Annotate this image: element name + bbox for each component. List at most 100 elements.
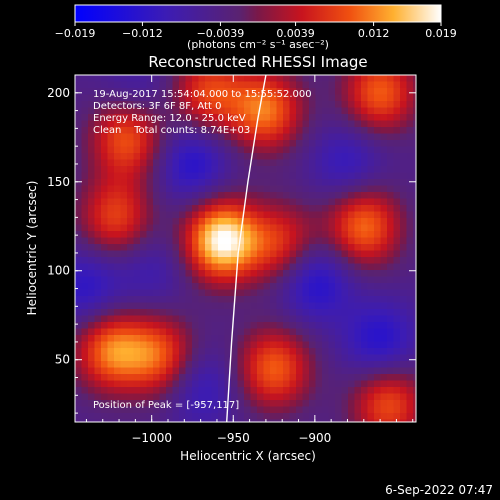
heatmap-cell — [302, 146, 310, 154]
heatmap-cell — [218, 296, 226, 304]
heatmap-cell — [140, 133, 148, 141]
heatmap-cell — [322, 354, 330, 362]
heatmap-cell — [94, 114, 102, 122]
heatmap-cell — [374, 387, 382, 395]
heatmap-cell — [88, 263, 96, 271]
heatmap-cell — [140, 146, 148, 154]
heatmap-cell — [133, 361, 141, 369]
heatmap-cell — [361, 387, 369, 395]
heatmap-cell — [198, 244, 206, 252]
heatmap-cell — [406, 348, 414, 356]
heatmap-cell — [374, 75, 382, 83]
heatmap-cell — [133, 88, 141, 96]
heatmap-cell — [198, 166, 206, 174]
heatmap-cell — [322, 224, 330, 232]
heatmap-cell — [322, 289, 330, 297]
heatmap-cell — [81, 101, 89, 109]
heatmap-cell — [309, 231, 317, 239]
heatmap-cell — [205, 341, 213, 349]
heatmap-cell — [133, 354, 141, 362]
heatmap-cell — [296, 283, 304, 291]
heatmap-cell — [270, 387, 278, 395]
heatmap-cell — [250, 257, 258, 265]
heatmap-cell — [75, 94, 83, 102]
heatmap-cell — [276, 335, 284, 343]
heatmap-cell — [348, 211, 356, 219]
heatmap-cell — [289, 393, 297, 401]
heatmap-cell — [133, 250, 141, 258]
heatmap-cell — [413, 185, 416, 193]
annotation-peak-position: Position of Peak = [-957,117] — [93, 400, 239, 411]
heatmap-cell — [198, 133, 206, 141]
heatmap-cell — [302, 153, 310, 161]
heatmap-cell — [322, 107, 330, 115]
heatmap-cell — [218, 374, 226, 382]
heatmap-cell — [348, 322, 356, 330]
heatmap-cell — [413, 257, 416, 265]
heatmap-cell — [153, 250, 161, 258]
heatmap-cell — [140, 413, 148, 421]
heatmap-cell — [361, 400, 369, 408]
heatmap-cell — [159, 218, 167, 226]
heatmap-cell — [192, 153, 200, 161]
heatmap-cell — [270, 159, 278, 167]
heatmap-cell — [192, 88, 200, 96]
heatmap-cell — [107, 81, 115, 89]
heatmap-cell — [322, 263, 330, 271]
heatmap-cell — [348, 218, 356, 226]
heatmap-cell — [309, 328, 317, 336]
heatmap-cell — [270, 88, 278, 96]
heatmap-cell — [276, 374, 284, 382]
heatmap-cell — [315, 283, 323, 291]
heatmap-cell — [341, 335, 349, 343]
heatmap-cell — [127, 140, 135, 148]
heatmap-cell — [75, 153, 83, 161]
heatmap-cell — [328, 289, 336, 297]
heatmap-cell — [88, 166, 96, 174]
heatmap-cell — [88, 283, 96, 291]
heatmap-cell — [289, 75, 297, 83]
heatmap-cell — [296, 101, 304, 109]
heatmap-cell — [276, 387, 284, 395]
heatmap-cell — [361, 354, 369, 362]
heatmap-cell — [283, 153, 291, 161]
heatmap-cell — [107, 322, 115, 330]
heatmap-cell — [302, 159, 310, 167]
heatmap-cell — [166, 127, 174, 135]
heatmap-cell — [263, 172, 271, 180]
heatmap-cell — [224, 153, 232, 161]
heatmap-cell — [224, 101, 232, 109]
heatmap-cell — [374, 328, 382, 336]
heatmap-cell — [114, 205, 122, 213]
heatmap-cell — [354, 81, 362, 89]
heatmap-cell — [88, 211, 96, 219]
heatmap-cell — [315, 406, 323, 414]
heatmap-cell — [315, 153, 323, 161]
heatmap-cell — [237, 322, 245, 330]
heatmap-cell — [276, 244, 284, 252]
heatmap-cell — [354, 159, 362, 167]
heatmap-cell — [146, 348, 154, 356]
heatmap-cell — [114, 218, 122, 226]
heatmap-cell — [250, 309, 258, 317]
heatmap-cell — [81, 413, 89, 421]
heatmap-cell — [348, 413, 356, 421]
heatmap-cell — [354, 289, 362, 297]
heatmap-cell — [211, 192, 219, 200]
heatmap-cell — [341, 101, 349, 109]
footer-date: 6-Sep-2022 07:47 — [385, 483, 493, 497]
heatmap-cell — [133, 159, 141, 167]
heatmap-cell — [400, 393, 408, 401]
heatmap-cell — [127, 270, 135, 278]
heatmap-cell — [413, 322, 416, 330]
heatmap-cell — [374, 322, 382, 330]
heatmap-cell — [94, 107, 102, 115]
heatmap-cell — [218, 413, 226, 421]
heatmap-cell — [289, 387, 297, 395]
heatmap-cell — [153, 211, 161, 219]
heatmap-cell — [257, 361, 265, 369]
heatmap-cell — [387, 367, 395, 375]
heatmap-cell — [400, 81, 408, 89]
heatmap-cell — [283, 270, 291, 278]
heatmap-cell — [179, 419, 187, 422]
